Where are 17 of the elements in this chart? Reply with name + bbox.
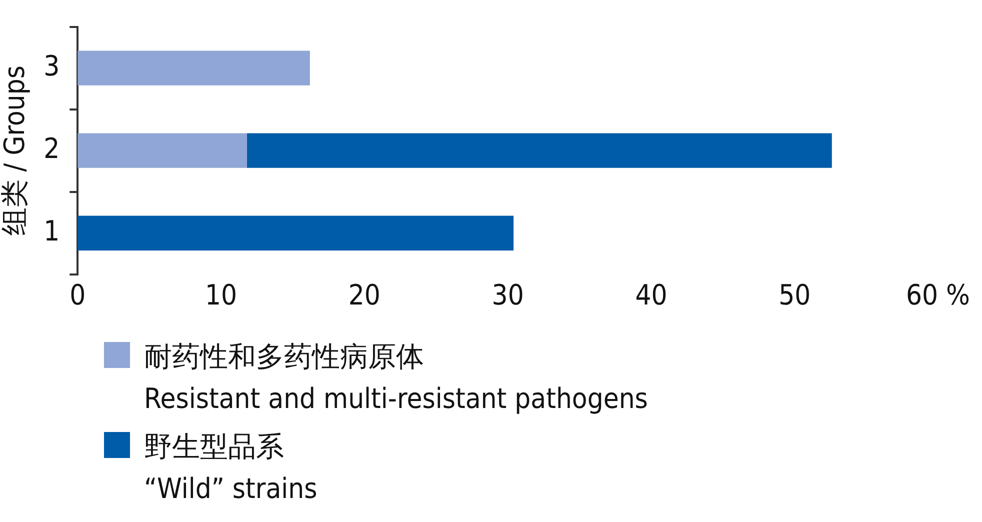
x-tick-label: 0 — [70, 278, 86, 312]
y-tick-label: 1 — [44, 214, 60, 248]
legend-label: 野生型品系 “Wild” strains — [144, 429, 318, 507]
bar — [78, 133, 247, 168]
y-tick-label: 2 — [44, 132, 60, 165]
y-tick-label: 3 — [44, 49, 60, 82]
bar — [78, 50, 310, 86]
x-tick-label: 50 — [778, 278, 811, 312]
legend-label: 耐药性和多药性病原体 Resistant and multi-resistant pathogens — [144, 339, 648, 417]
x-tick-label: 10 — [204, 278, 238, 312]
x-tick-label: 40 — [635, 278, 668, 312]
y-axis-title: 组类 / Groups — [0, 65, 32, 236]
x-tick-label: 30 — [492, 278, 524, 312]
bar — [78, 216, 514, 250]
bar — [246, 133, 832, 168]
x-tick-label: 60 % — [906, 278, 970, 312]
x-tick-label: 20 — [348, 278, 380, 312]
